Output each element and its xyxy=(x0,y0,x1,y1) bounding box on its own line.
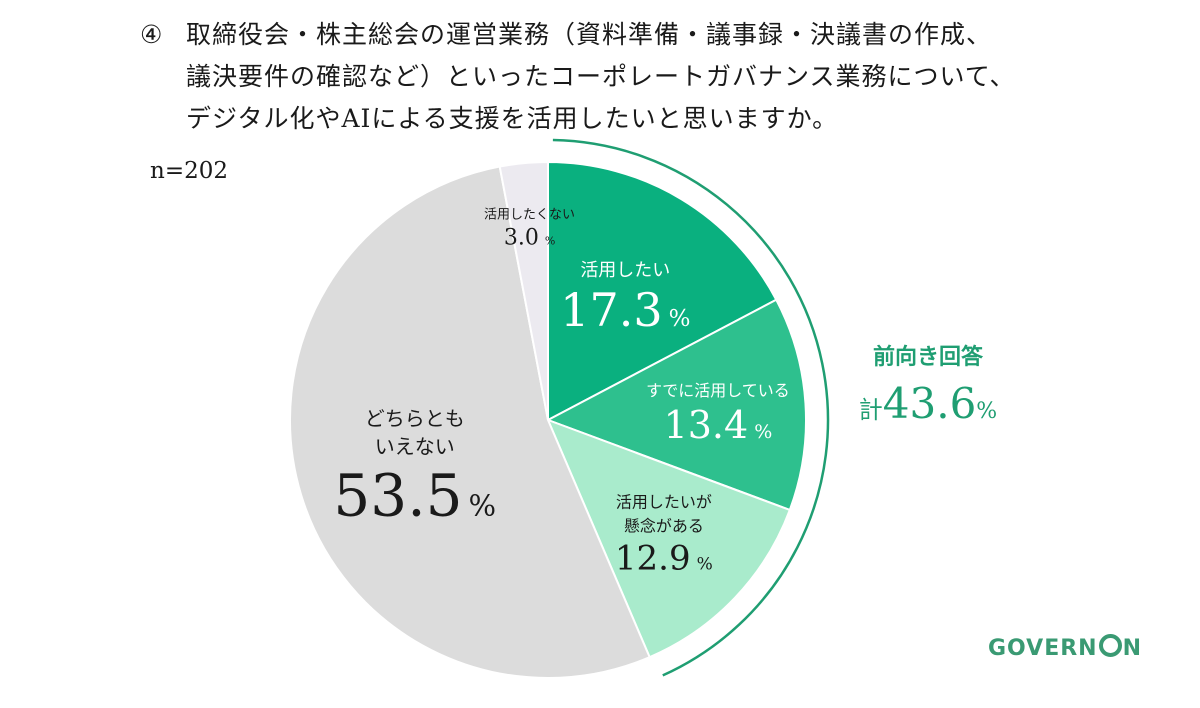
slice-label: 活用したくない xyxy=(484,207,575,222)
slice-unit: % xyxy=(697,554,713,574)
question-line-1-text: 取締役会・株主総会の運営業務（資料準備・議事録・決議書の作成、 xyxy=(186,20,993,49)
logo-o-icon xyxy=(1098,634,1122,657)
annotation-prefix: 計 xyxy=(859,396,883,424)
pie-slice xyxy=(547,160,778,422)
sample-size: n=202 xyxy=(150,158,228,184)
logo-text-post: N xyxy=(1122,636,1142,661)
annotation-number: 43.6 xyxy=(883,379,977,428)
question-line-3: デジタル化やAIによる支援を活用したいと思いますか。 xyxy=(186,104,839,133)
slice-label: 懸念がある xyxy=(624,516,704,535)
slice-label: 活用したいが xyxy=(616,492,712,511)
slice-unit: % xyxy=(469,489,497,523)
question-line-2: 議決要件の確認など）といったコーポレートガバナンス業務について、 xyxy=(186,62,1016,91)
pie-slice xyxy=(289,165,651,679)
slice-unit: % xyxy=(545,234,555,247)
logo-text-pre: GOVERN xyxy=(988,636,1098,661)
pie-slice xyxy=(545,298,807,512)
pie-slice xyxy=(498,160,549,421)
slice-unit: % xyxy=(669,306,691,332)
pie-slice xyxy=(546,418,792,659)
governon-logo: GOVERN N xyxy=(988,634,1142,661)
slice-label: どちらとも xyxy=(365,407,465,431)
annotation-label: 前向き回答 xyxy=(873,344,984,370)
slice-unit: % xyxy=(754,421,772,443)
annotation-unit: % xyxy=(976,399,997,424)
question-line-1: ④ 取締役会・株主総会の運営業務（資料準備・議事録・決議書の作成、 xyxy=(140,14,1140,56)
positive-bracket-arc xyxy=(552,138,830,677)
slice-label: すでに活用している xyxy=(646,381,790,400)
slice-label: 活用したい xyxy=(580,260,670,281)
question-number: ④ xyxy=(140,20,164,49)
question-text: ④ 取締役会・株主総会の運営業務（資料準備・議事録・決議書の作成、 議決要件の確認… xyxy=(140,14,1140,140)
annotation-value: 計43.6% xyxy=(859,379,997,428)
slice-label: いえない xyxy=(375,435,455,459)
